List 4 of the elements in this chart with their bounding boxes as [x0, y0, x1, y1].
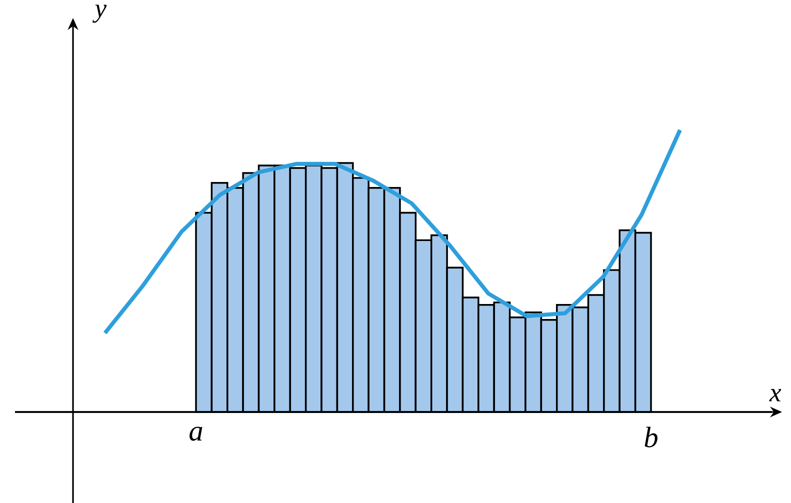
text: a — [190, 426, 202, 441]
x-axis-title: x — [769, 389, 782, 402]
text: b — [644, 426, 658, 448]
y-axis-title: y — [92, 4, 107, 23]
